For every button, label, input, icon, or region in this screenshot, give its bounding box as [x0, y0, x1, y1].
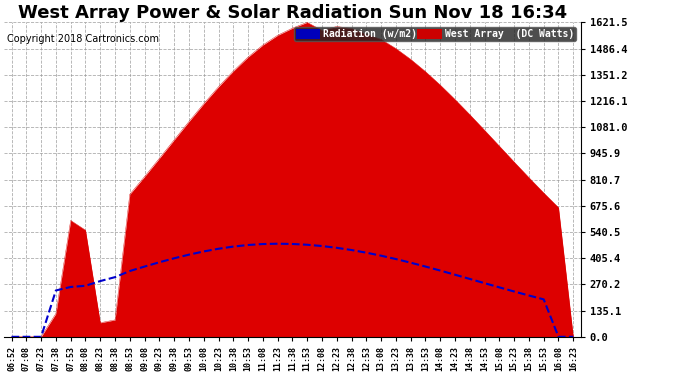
Title: West Array Power & Solar Radiation Sun Nov 18 16:34: West Array Power & Solar Radiation Sun N…: [18, 4, 567, 22]
Text: Copyright 2018 Cartronics.com: Copyright 2018 Cartronics.com: [7, 34, 159, 44]
Legend: Radiation (w/m2), West Array  (DC Watts): Radiation (w/m2), West Array (DC Watts): [294, 27, 575, 41]
